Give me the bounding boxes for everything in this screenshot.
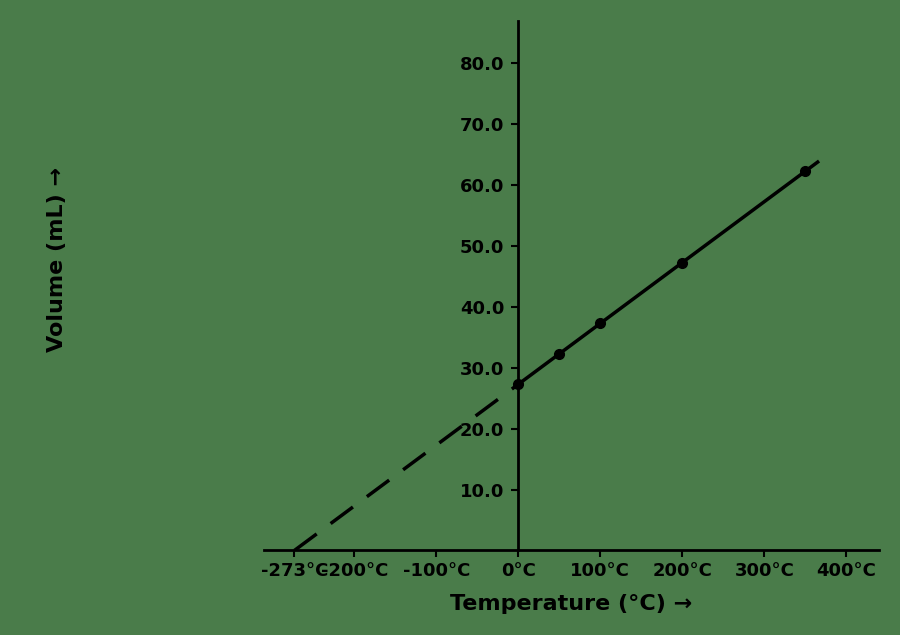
X-axis label: Temperature (°C) →: Temperature (°C) →: [451, 594, 693, 614]
Y-axis label: Volume (mL) →: Volume (mL) →: [47, 166, 68, 352]
